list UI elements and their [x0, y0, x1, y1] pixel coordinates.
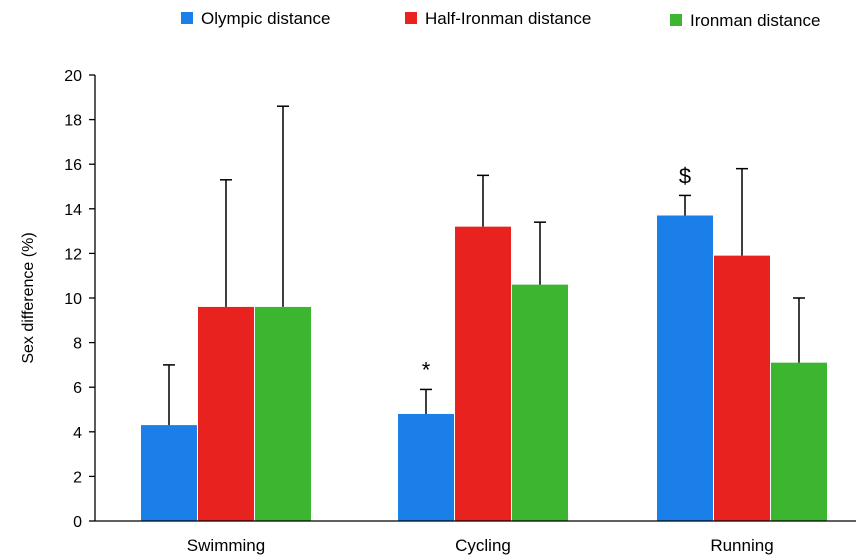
legend: Olympic distance Half-Ironman distance Iro…	[181, 9, 820, 30]
y-tick-label: 8	[73, 336, 82, 353]
y-tick-label: 14	[64, 202, 82, 219]
bars	[141, 215, 827, 522]
y-tick-label: 20	[64, 68, 82, 85]
y-tick-label: 18	[64, 113, 82, 130]
legend-label: Half-Ironman distance	[425, 9, 591, 28]
legend-label: Ironman distance	[690, 11, 820, 30]
legend-swatch	[181, 12, 193, 24]
y-tick-label: 0	[73, 514, 82, 531]
category-label: Running	[710, 536, 773, 555]
y-tick-label: 16	[64, 157, 82, 174]
category-label: Swimming	[187, 536, 265, 555]
error-bars	[163, 105, 805, 426]
category-label: Cycling	[455, 536, 511, 555]
legend-swatch	[670, 14, 682, 26]
bar	[771, 362, 827, 521]
y-tick-label: 2	[73, 469, 82, 486]
x-axis: Swimming Cycling Running	[95, 520, 856, 555]
bar	[398, 413, 454, 521]
bar	[512, 284, 568, 521]
y-tick-label: 12	[64, 246, 82, 263]
y-tick-label: 10	[64, 291, 82, 308]
significance-marker: $	[679, 163, 691, 188]
legend-swatch	[405, 12, 417, 24]
bar	[657, 215, 713, 522]
bar	[198, 306, 254, 521]
bar	[455, 226, 511, 521]
legend-label: Olympic distance	[201, 9, 330, 28]
y-tick-label: 4	[73, 425, 82, 442]
y-axis-title: Sex difference (%)	[20, 232, 37, 363]
bar	[714, 255, 770, 521]
y-tick-label: 6	[73, 380, 82, 397]
annotations: *$	[422, 163, 691, 382]
y-axis: 0 2 4 6 8 10 12 14 16 18 20	[64, 68, 96, 531]
bar	[255, 306, 311, 521]
significance-marker: *	[422, 357, 431, 382]
bar	[141, 425, 197, 521]
